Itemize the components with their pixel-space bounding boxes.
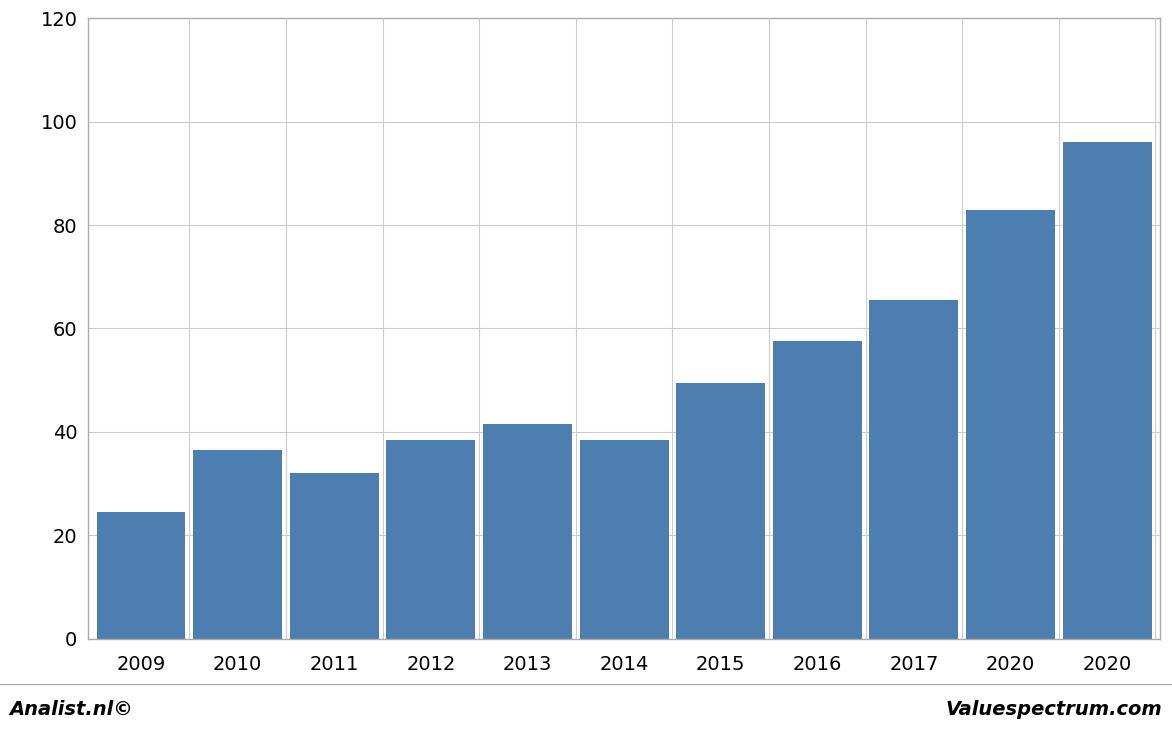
Text: Valuespectrum.com: Valuespectrum.com	[946, 700, 1163, 719]
Bar	[676, 382, 765, 639]
Bar	[193, 450, 282, 639]
Bar	[580, 440, 668, 639]
Bar	[483, 424, 572, 639]
Bar	[870, 300, 959, 639]
Bar	[966, 210, 1055, 639]
Bar	[289, 473, 379, 639]
Text: Analist.nl©: Analist.nl©	[9, 700, 134, 719]
Bar	[1063, 142, 1152, 639]
Bar	[387, 440, 476, 639]
Bar	[772, 341, 861, 639]
Bar	[96, 512, 185, 639]
